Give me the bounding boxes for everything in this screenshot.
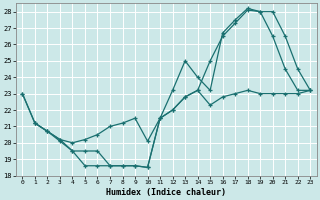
X-axis label: Humidex (Indice chaleur): Humidex (Indice chaleur) (106, 188, 226, 197)
